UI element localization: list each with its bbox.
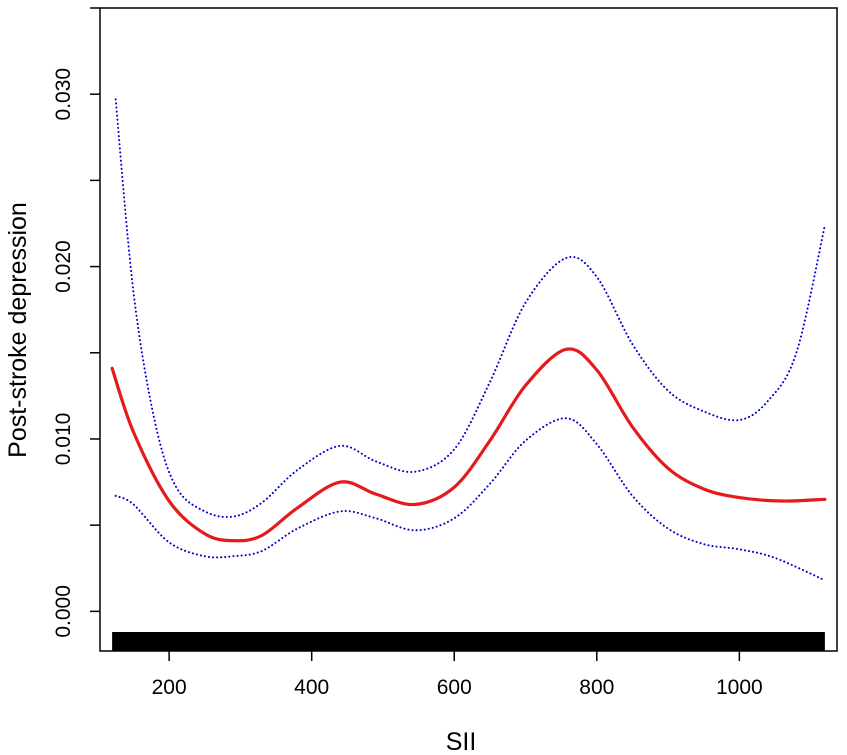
- rug-bar: [112, 632, 825, 651]
- y-tick-label: 0.000: [52, 585, 75, 638]
- y-tick-label: 0.010: [52, 413, 75, 466]
- rug-layer: [112, 632, 825, 651]
- y-tick-label: 0.030: [52, 68, 75, 121]
- y-axis-title: Post-stroke depression: [4, 202, 32, 458]
- x-tick-label: 600: [437, 676, 472, 699]
- plot-frame: [99, 7, 838, 652]
- x-tick-label: 800: [579, 676, 614, 699]
- series-line-estimate: [110, 347, 827, 543]
- series-line-lower-95ci: [114, 417, 826, 582]
- x-axis: 200 400 600 800 1000: [152, 651, 763, 699]
- series-layer: [110, 98, 827, 582]
- x-axis-title: SII: [446, 728, 477, 755]
- x-tick-label: 1000: [716, 676, 763, 699]
- x-tick-label: 400: [294, 676, 329, 699]
- series-line-upper-95ci: [114, 98, 826, 519]
- y-axis: 0.000 0.010 0.020 0.030: [52, 7, 100, 638]
- y-tick-label: 0.020: [52, 240, 75, 293]
- x-tick-label: 200: [152, 676, 187, 699]
